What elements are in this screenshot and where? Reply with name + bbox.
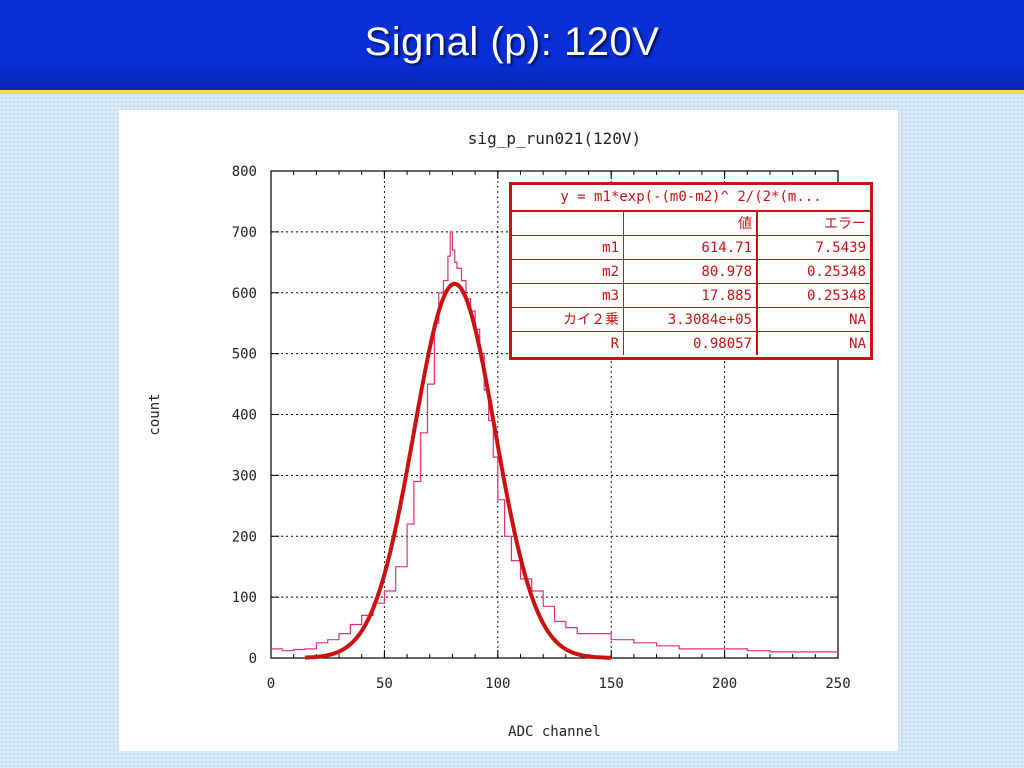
param-error: 0.25348 <box>756 259 870 284</box>
table-row: カイ２乗 3.3084e+05 NA <box>512 307 870 332</box>
param-name: m3 <box>512 283 624 308</box>
slide-title: Signal (p): 120V <box>364 20 660 64</box>
table-header-cell: エラー <box>756 212 870 236</box>
param-name: m1 <box>512 235 624 260</box>
param-value: 17.885 <box>623 283 758 308</box>
x-tick-label: 0 <box>267 676 275 692</box>
param-value: 3.3084e+05 <box>623 307 758 332</box>
table-row: m2 80.978 0.25348 <box>512 259 870 284</box>
param-name: カイ２乗 <box>512 307 624 332</box>
param-value: 80.978 <box>623 259 758 284</box>
table-header-cell <box>512 212 624 236</box>
y-tick-label: 300 <box>232 468 257 484</box>
y-axis-label: count <box>147 393 163 435</box>
x-tick-label: 100 <box>485 676 510 692</box>
table-header-cell: 値 <box>623 212 758 236</box>
y-tick-label: 800 <box>232 164 257 180</box>
x-tick-label: 50 <box>376 676 393 692</box>
param-error: 7.5439 <box>756 235 870 260</box>
gaussian-fit-line <box>304 281 613 660</box>
table-row: m3 17.885 0.25348 <box>512 283 870 308</box>
x-tick-label: 250 <box>825 676 850 692</box>
y-tick-label: 400 <box>232 408 257 424</box>
histogram-series <box>271 231 838 653</box>
param-name: m2 <box>512 259 624 284</box>
fit-params-grid: 値 エラー m1 614.71 7.5439 m2 80.978 0.25348… <box>512 212 870 355</box>
x-tick-label: 200 <box>712 676 737 692</box>
y-tick-label: 200 <box>232 529 257 545</box>
y-tick-label: 500 <box>232 347 257 363</box>
table-header-row: 値 エラー <box>512 212 870 236</box>
y-tick-label: 700 <box>232 225 257 241</box>
param-name: R <box>512 331 624 355</box>
x-tick-label: 150 <box>599 676 624 692</box>
fit-results-table: y = m1*exp(-(m0-m2)^ 2/(2*(m... 値 エラー m1… <box>509 182 873 360</box>
param-value: 614.71 <box>623 235 758 260</box>
table-row: m1 614.71 7.5439 <box>512 235 870 260</box>
x-axis-label: ADC channel <box>508 724 601 740</box>
y-tick-label: 0 <box>249 651 257 667</box>
fit-formula: y = m1*exp(-(m0-m2)^ 2/(2*(m... <box>512 185 870 212</box>
param-error: NA <box>756 331 870 355</box>
chart-title: sig_p_run021(120V) <box>468 129 641 148</box>
title-bar: Signal (p): 120V <box>0 0 1024 94</box>
chart-panel: 0 100 200 300 400 500 600 700 800 0 50 100 150 200 250… <box>119 110 898 751</box>
y-tick-label: 100 <box>232 590 257 606</box>
table-row: R 0.98057 NA <box>512 331 870 355</box>
y-tick-label: 600 <box>232 286 257 302</box>
histogram-chart: 0 100 200 300 400 500 600 700 800 0 50 100 150 200 250… <box>147 129 851 740</box>
param-value: 0.98057 <box>623 331 758 355</box>
param-error: 0.25348 <box>756 283 870 308</box>
param-error: NA <box>756 307 870 332</box>
